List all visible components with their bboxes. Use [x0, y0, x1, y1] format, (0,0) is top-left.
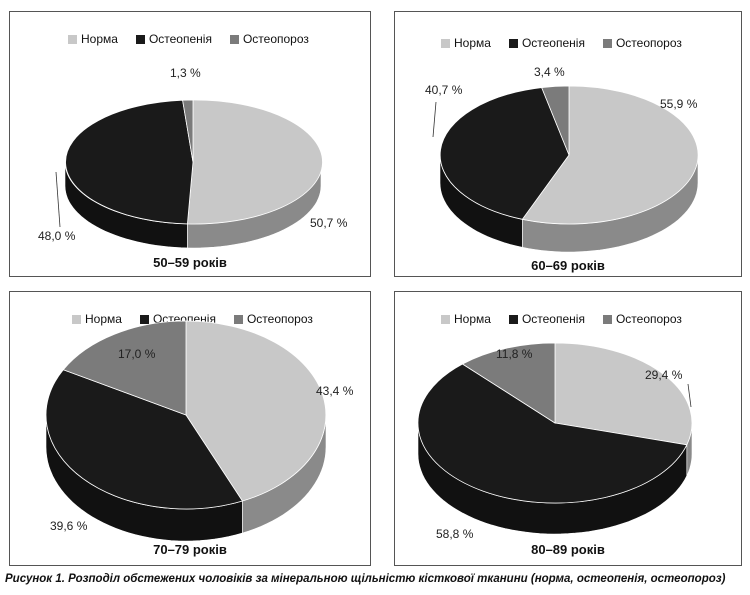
legend-swatch-osteoporosis: [233, 314, 243, 324]
pie-slice-osteoporosis: [461, 342, 556, 424]
data-label-norma: 29,4 %: [645, 368, 683, 382]
pie-slice-osteopenia: [45, 369, 244, 510]
legend: Норма Остеопенія Остеопороз: [68, 32, 327, 46]
pie-chart-svg: 29,4 % 58,8 % 11,8 %: [417, 342, 693, 541]
legend-label: Остеопороз: [615, 312, 682, 326]
pie-slice-norma: [554, 342, 693, 446]
legend-swatch-norma: [441, 314, 450, 324]
legend-label: Остеопенія: [521, 36, 585, 50]
legend-item-osteopenia: Остеопенія: [508, 36, 585, 50]
legend-swatch-norma: [441, 38, 450, 48]
legend-label: Норма: [454, 312, 491, 326]
pie-chart-svg: 43,4 % 39,6 % 17,0 %: [45, 320, 354, 542]
pie-slice-norma: [185, 320, 327, 502]
chart-title: 60–69 років: [531, 258, 605, 273]
chart-title: 70–79 років: [153, 542, 227, 557]
pie-slice-osteoporosis: [541, 85, 570, 156]
legend-swatch-osteopenia: [139, 314, 149, 324]
chart-panel-1: Норма Остеопенія Остеопороз 50,7 % 48,0 %…: [9, 11, 371, 277]
leader-line-norma: [687, 383, 692, 408]
data-label-norma: 55,9 %: [660, 97, 698, 111]
legend-item-osteoporosis: Остеопороз: [229, 32, 309, 46]
legend-swatch-osteoporosis: [229, 34, 239, 44]
legend-swatch-osteopenia: [508, 314, 518, 324]
data-label-osteopenia: 39,6 %: [50, 519, 88, 533]
pie-slice-osteoporosis: [62, 320, 187, 416]
legend-item-osteoporosis: Остеопороз: [602, 312, 682, 326]
legend-item-osteopenia: Остеопенія: [508, 312, 585, 326]
data-label-osteopenia: 58,8 %: [436, 527, 474, 541]
figure-caption: Рисунок 1. Розподіл обстежених чоловіків…: [5, 573, 726, 585]
pie-slice-osteopenia: [65, 99, 194, 225]
legend-label: Остеопенія: [521, 312, 585, 326]
data-label-norma: 50,7 %: [310, 216, 348, 230]
legend-label: Норма: [454, 36, 491, 50]
data-label-osteoporosis: 17,0 %: [118, 347, 156, 361]
legend-swatch-norma: [72, 314, 81, 324]
legend-item-norma: Норма: [441, 312, 491, 326]
data-label-osteoporosis: 3,4 %: [534, 65, 565, 79]
legend: Норма Остеопенія Остеопороз: [441, 36, 700, 50]
data-label-osteopenia: 40,7 %: [425, 83, 463, 97]
chart-panel-4: Норма Остеопенія Остеопороз 29,4 % 58,8 %…: [394, 291, 742, 566]
pie-slice-osteopenia: [417, 363, 688, 504]
legend-swatch-osteopenia: [508, 38, 518, 48]
leader-line-osteopenia: [55, 171, 61, 228]
legend-swatch-osteoporosis: [602, 314, 612, 324]
pie-chart-svg: 50,7 % 48,0 % 1,3 %: [38, 66, 348, 249]
legend-item-norma: Норма: [68, 32, 118, 46]
pie-slice-osteoporosis: [182, 99, 194, 163]
data-label-osteoporosis: 11,8 %: [496, 347, 533, 361]
legend-swatch-osteoporosis: [602, 38, 612, 48]
legend-swatch-osteopenia: [135, 34, 145, 44]
legend-label: Остеопенія: [148, 32, 212, 46]
legend-item-norma: Норма: [72, 312, 122, 326]
legend: Норма Остеопенія Остеопороз: [441, 312, 700, 326]
chart-panel-3: Норма Остеопенія Остеопороз 43,4 % 39,6 %…: [9, 291, 371, 566]
legend-item-norma: Норма: [441, 36, 491, 50]
legend-label: Остеопороз: [615, 36, 682, 50]
legend-swatch-norma: [68, 34, 77, 44]
pie-slice-norma: [186, 99, 323, 225]
legend-label: Норма: [85, 312, 122, 326]
legend-item-osteoporosis: Остеопороз: [233, 312, 313, 326]
pie-slice-norma: [521, 85, 699, 225]
legend-label: Остеопороз: [246, 312, 313, 326]
leader-line-osteopenia: [432, 101, 437, 138]
legend-label: Остеопороз: [242, 32, 309, 46]
chart-title: 80–89 років: [531, 542, 605, 557]
chart-panel-2: Норма Остеопенія Остеопороз 55,9 % 40,7 %…: [394, 11, 742, 277]
legend-item-osteopenia: Остеопенія: [135, 32, 212, 46]
pie-slice-osteopenia: [439, 87, 570, 220]
data-label-osteoporosis: 1,3 %: [170, 66, 201, 80]
legend-item-osteoporosis: Остеопороз: [602, 36, 682, 50]
pie-chart-svg: 55,9 % 40,7 % 3,4 %: [425, 65, 699, 253]
legend-label: Норма: [81, 32, 118, 46]
data-label-osteopenia: 48,0 %: [38, 229, 76, 243]
chart-title: 50–59 років: [153, 255, 227, 270]
data-label-norma: 43,4 %: [316, 384, 354, 398]
